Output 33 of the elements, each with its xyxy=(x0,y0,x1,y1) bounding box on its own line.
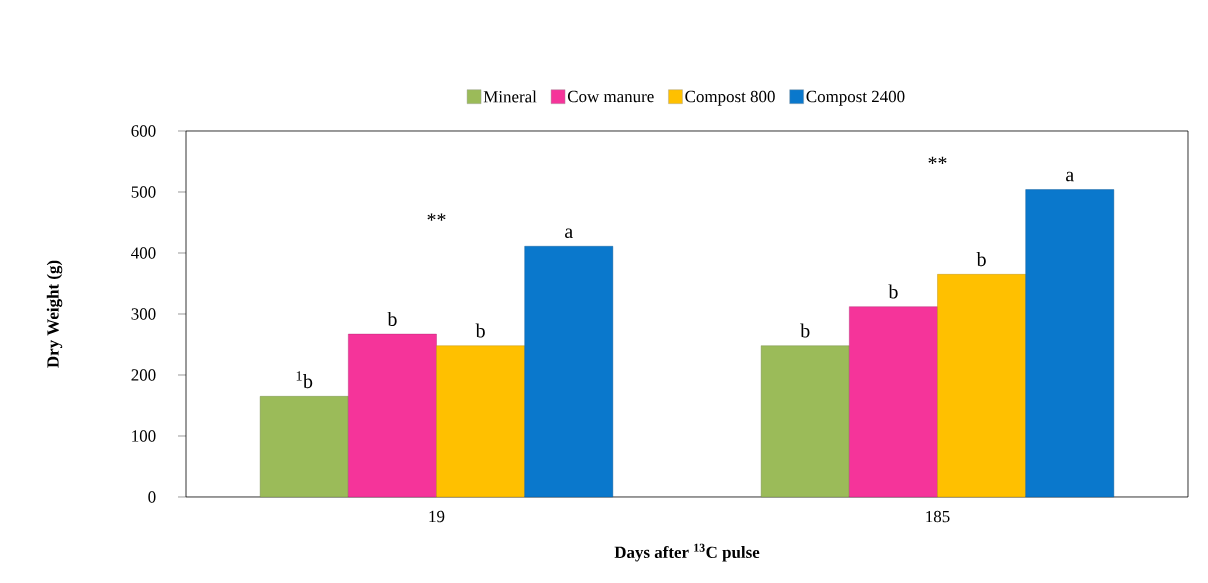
x-axis-title: Days after $^{13}$C pulse xyxy=(614,543,760,562)
bar xyxy=(760,345,850,498)
bar xyxy=(348,333,437,498)
bar xyxy=(436,345,525,498)
y-tick-label: 100 xyxy=(132,430,156,442)
annotation: a xyxy=(1066,171,1074,182)
annotation: b xyxy=(475,323,485,338)
annotation: b xyxy=(976,252,986,267)
y-tick-label: 300 xyxy=(131,308,156,320)
annotation: a xyxy=(565,228,573,239)
y-tick-label: 600 xyxy=(131,125,156,137)
y-tick-label: 200 xyxy=(131,369,156,381)
annotation: ** xyxy=(928,156,947,164)
bar xyxy=(937,274,1026,498)
y-tick-label: 500 xyxy=(131,186,156,198)
annotation: ** xyxy=(427,213,446,221)
y-tick-label: 0 xyxy=(148,491,156,503)
bar xyxy=(259,396,349,498)
annotation: b xyxy=(800,323,810,338)
annotation: b xyxy=(387,311,397,326)
x-tick-label: 19 xyxy=(429,510,445,523)
annotation: $^{1}$b xyxy=(296,371,313,389)
legend-label: Compost 2400 xyxy=(806,90,905,106)
legend-label: Compost 800 xyxy=(685,90,775,106)
bar xyxy=(524,246,614,498)
bar xyxy=(849,306,938,498)
y-axis-title: Dry Weight (g) xyxy=(46,260,63,368)
legend-label: Cow manure xyxy=(567,90,654,103)
annotation: b xyxy=(888,284,898,299)
bar xyxy=(1025,189,1115,498)
legend-label: Mineral xyxy=(483,90,537,103)
y-tick-label: 400 xyxy=(131,247,156,259)
x-tick-label: 185 xyxy=(926,510,950,523)
